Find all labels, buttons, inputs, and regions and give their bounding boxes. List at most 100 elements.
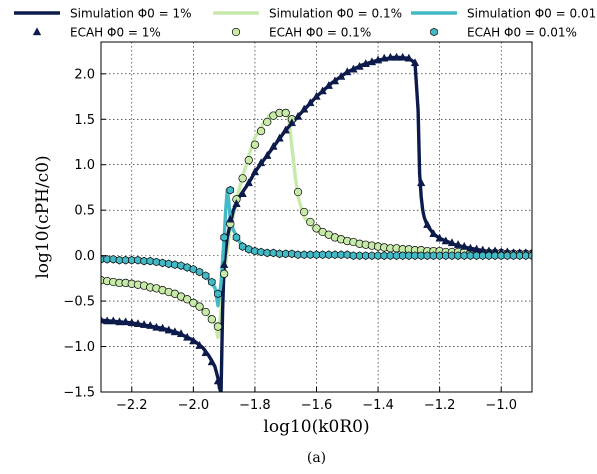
data-point xyxy=(288,249,296,259)
data-point xyxy=(361,59,370,68)
data-point xyxy=(207,315,216,324)
data-point xyxy=(115,317,124,326)
data-point xyxy=(201,271,210,280)
data-point xyxy=(207,357,217,366)
data-point xyxy=(251,246,259,256)
data-point xyxy=(392,251,401,260)
data-point xyxy=(312,224,321,233)
data-point xyxy=(257,247,265,257)
data-point xyxy=(404,53,414,62)
data-point xyxy=(293,111,303,120)
x-tick-label: −1.2 xyxy=(424,398,456,413)
data-point xyxy=(362,251,370,260)
data-point xyxy=(435,233,444,242)
data-point xyxy=(509,251,518,260)
data-point xyxy=(398,52,407,61)
legend-label: Simulation Φ0 = 1% xyxy=(70,7,192,21)
data-point xyxy=(133,319,143,328)
data-point xyxy=(380,53,389,62)
data-point xyxy=(214,289,222,299)
data-point xyxy=(336,71,346,80)
legend-label: ECAH Φ0 = 0.01% xyxy=(467,26,577,40)
data-point xyxy=(165,259,173,269)
data-point xyxy=(306,250,315,260)
data-point xyxy=(256,126,266,136)
y-tick-label: 1.0 xyxy=(74,158,95,173)
data-point xyxy=(256,158,266,167)
legend-swatch xyxy=(231,27,241,37)
data-point xyxy=(417,251,425,260)
data-point xyxy=(164,325,173,334)
data-point xyxy=(479,251,487,260)
data-point xyxy=(405,251,413,260)
data-point xyxy=(324,80,334,89)
legend-swatch xyxy=(430,27,438,37)
series-6 xyxy=(101,185,532,299)
plot-area xyxy=(101,52,532,392)
data-point xyxy=(386,251,395,260)
y-tick-label: −1.0 xyxy=(63,340,95,355)
data-point xyxy=(466,251,475,260)
x-axis-title: log10(k0R0) xyxy=(263,417,369,437)
legend-swatch xyxy=(32,27,42,36)
data-point xyxy=(177,261,185,270)
data-point xyxy=(238,242,247,251)
data-point xyxy=(109,254,118,264)
data-point xyxy=(522,251,530,260)
data-point xyxy=(374,251,382,260)
legend-label: Simulation Φ0 = 0.01% xyxy=(467,7,597,21)
legend-item: ECAH Φ0 = 0.1% xyxy=(231,26,371,40)
data-point xyxy=(331,250,339,260)
data-point xyxy=(219,269,229,278)
data-point xyxy=(140,256,148,266)
data-point xyxy=(195,267,204,277)
data-point xyxy=(337,250,345,260)
data-point xyxy=(226,185,235,195)
data-point xyxy=(343,67,352,76)
data-point xyxy=(139,319,149,328)
data-point xyxy=(158,258,167,268)
data-point xyxy=(146,256,154,266)
data-point xyxy=(325,250,333,260)
data-point xyxy=(213,322,223,331)
data-point xyxy=(146,320,155,329)
x-tick-label: −1.8 xyxy=(239,398,271,413)
data-point xyxy=(245,244,253,254)
data-point xyxy=(195,302,204,311)
legend-item: Simulation Φ0 = 0.1% xyxy=(213,7,402,21)
y-tick-label: −0.5 xyxy=(63,295,95,310)
legend-label: ECAH Φ0 = 1% xyxy=(70,26,161,40)
data-point xyxy=(343,250,352,260)
data-point xyxy=(423,251,432,260)
data-point xyxy=(263,248,271,258)
axis-ticks: −2.2 −2.0 −1.8 −1.6 −1.4 −1.2 −1.0 −1.5 −1.0 −0.5… xyxy=(63,67,517,413)
data-point xyxy=(300,207,309,217)
data-point xyxy=(429,251,438,260)
data-point xyxy=(275,249,284,259)
data-point xyxy=(189,298,198,308)
data-point xyxy=(423,219,432,228)
data-point xyxy=(128,255,136,265)
x-tick-label: −2.2 xyxy=(116,398,148,413)
data-point xyxy=(103,254,111,264)
data-point xyxy=(263,150,272,159)
y-tick-label: 2.0 xyxy=(74,67,95,82)
legend: Simulation Φ0 = 1% Simulation Φ0 = 0.1% Si… xyxy=(14,7,597,40)
data-point xyxy=(201,348,210,357)
legend-item: Simulation Φ0 = 0.01% xyxy=(411,7,597,21)
data-point xyxy=(109,316,118,325)
data-point xyxy=(121,255,130,265)
data-point xyxy=(281,108,290,118)
data-point xyxy=(269,248,278,258)
data-point xyxy=(515,251,524,260)
x-tick-label: −1.0 xyxy=(485,398,517,413)
data-point xyxy=(293,187,303,197)
data-point xyxy=(220,233,228,242)
data-point xyxy=(435,251,444,260)
data-point xyxy=(275,133,284,142)
data-point xyxy=(306,98,315,107)
data-point xyxy=(208,277,216,287)
data-point xyxy=(367,57,377,66)
data-point xyxy=(121,317,130,326)
data-point xyxy=(101,315,106,324)
